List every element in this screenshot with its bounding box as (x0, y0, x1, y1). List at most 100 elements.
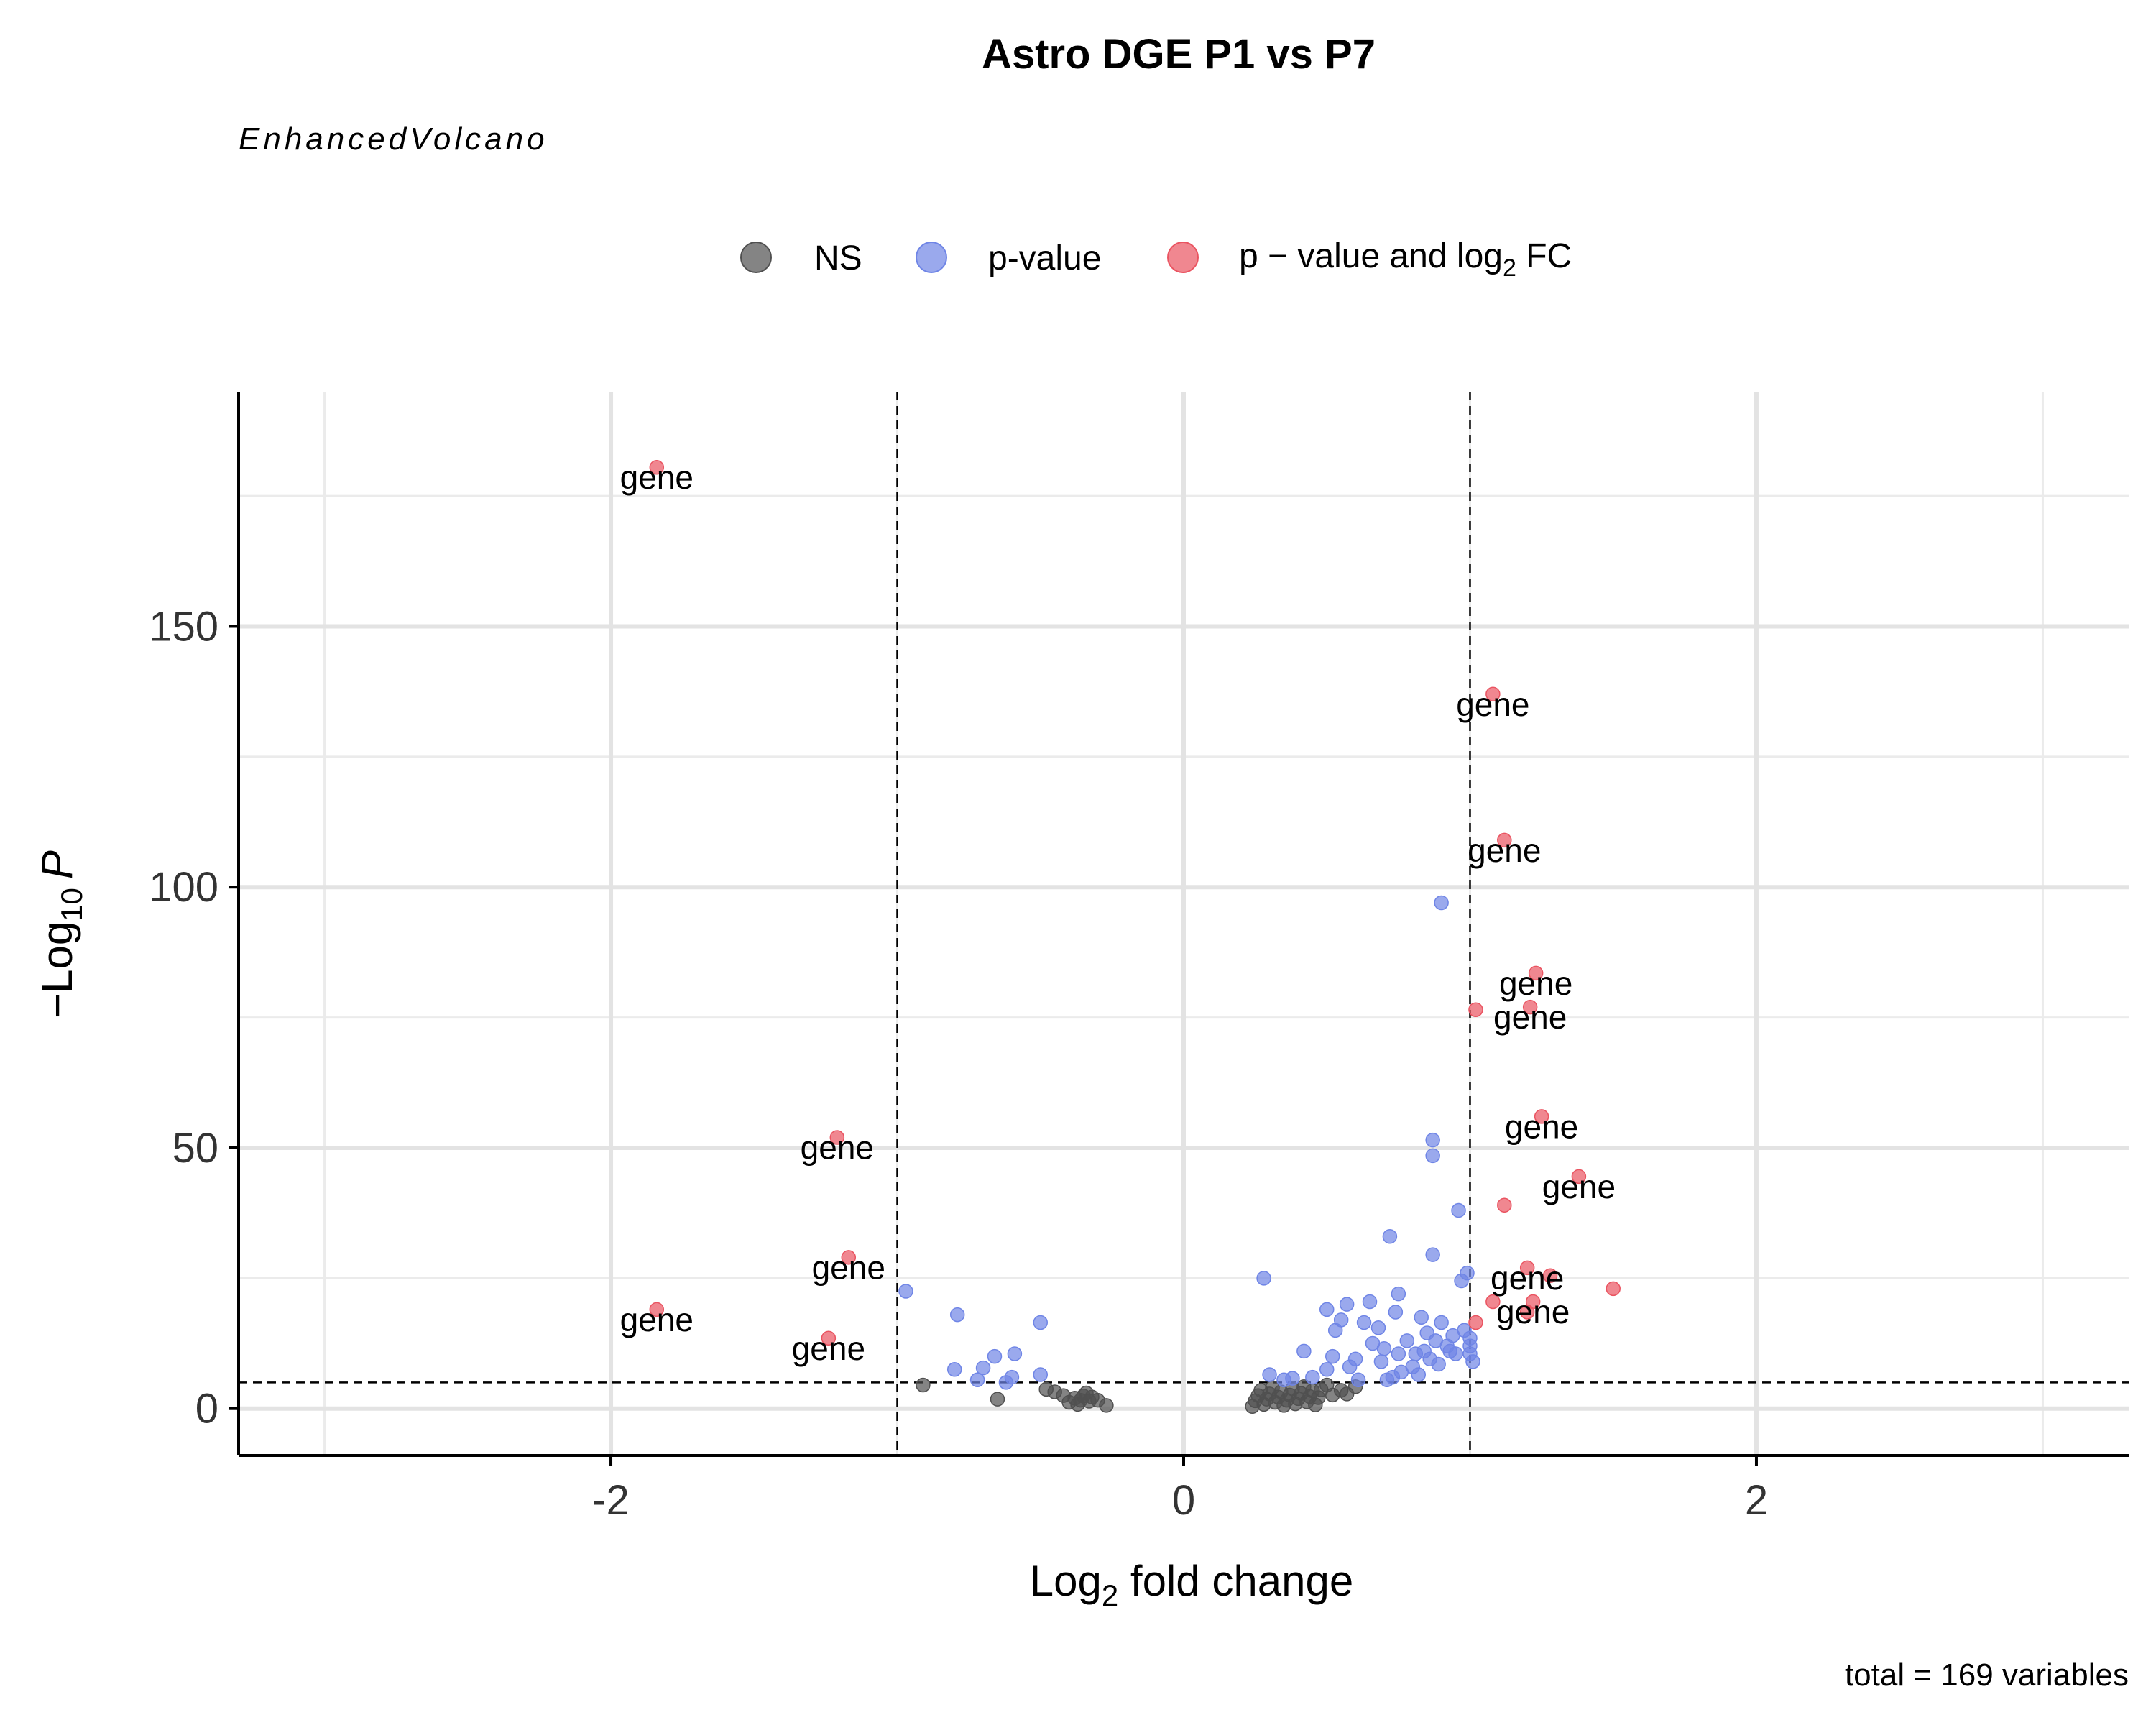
point-both (1519, 1305, 1535, 1320)
point-pvalue (987, 1348, 1003, 1364)
point-pvalue (949, 1307, 965, 1322)
y-tick-label: 150 (149, 603, 218, 650)
point-pvalue (1391, 1346, 1406, 1361)
point-pvalue (898, 1284, 913, 1299)
point-pvalue (1411, 1367, 1427, 1382)
point-pvalue (1431, 1356, 1446, 1372)
legend-label-both: p − value and log2 FC (1239, 237, 1572, 282)
point-NS (916, 1377, 931, 1393)
gene-label: gene (620, 459, 694, 496)
point-pvalue (969, 1372, 985, 1388)
gene-label: gene (1456, 686, 1529, 723)
x-tick-label: 2 (1745, 1477, 1768, 1524)
chart-title: Astro DGE P1 vs P7 (982, 31, 1376, 78)
point-both (829, 1130, 845, 1145)
gene-label: gene (1493, 998, 1567, 1036)
point-both (1542, 1268, 1558, 1283)
point-both (1534, 1109, 1549, 1124)
gene-label: gene (1499, 965, 1572, 1002)
point-pvalue (1350, 1372, 1366, 1388)
point-pvalue (1451, 1202, 1466, 1218)
point-both (1468, 1315, 1483, 1330)
point-pvalue (1305, 1369, 1320, 1385)
point-pvalue (1465, 1354, 1480, 1369)
point-pvalue (1004, 1369, 1020, 1385)
point-pvalue (1442, 1343, 1457, 1359)
point-pvalue (1033, 1315, 1049, 1330)
caption: total = 169 variables (1845, 1657, 2129, 1693)
chart-subtitle: EnhancedVolcano (239, 121, 548, 157)
point-pvalue (1348, 1351, 1363, 1367)
gene-label: gene (792, 1330, 865, 1367)
point-pvalue (1007, 1346, 1023, 1361)
point-pvalue (1285, 1371, 1300, 1386)
point-pvalue (1296, 1343, 1312, 1359)
y-axis-title: −Log10P (33, 850, 88, 1018)
legend-key-both (1167, 242, 1199, 273)
gene-label: gene (801, 1128, 874, 1166)
point-pvalue (1033, 1367, 1049, 1382)
point-both (1485, 1294, 1501, 1310)
point-pvalue (1325, 1348, 1340, 1364)
gene-label: gene (1496, 1293, 1570, 1330)
point-pvalue (1434, 1315, 1449, 1330)
point-pvalue (1373, 1354, 1389, 1369)
gene-label: gene (620, 1301, 694, 1338)
legend-key-NS (740, 242, 772, 273)
point-both (841, 1250, 857, 1265)
point-both (1519, 1260, 1535, 1276)
point-both (1497, 832, 1512, 848)
point-NS (990, 1392, 1005, 1407)
point-pvalue (975, 1360, 991, 1376)
point-pvalue (1370, 1320, 1386, 1335)
point-both (649, 459, 665, 475)
point-pvalue (1425, 1148, 1440, 1164)
gene-label: gene (812, 1248, 885, 1286)
point-pvalue (1319, 1302, 1335, 1317)
point-pvalue (1333, 1312, 1349, 1328)
grid (239, 392, 2129, 1455)
point-pvalue (946, 1362, 962, 1377)
point-pvalue (1319, 1362, 1335, 1377)
point-pvalue (1356, 1315, 1372, 1330)
point-both (1522, 999, 1538, 1015)
point-pvalue (1382, 1229, 1398, 1244)
x-tick-label: 0 (1172, 1477, 1195, 1524)
point-pvalue (1388, 1305, 1404, 1320)
y-tick-label: 100 (149, 864, 218, 911)
point-pvalue (1262, 1367, 1277, 1382)
point-pvalue (1256, 1271, 1271, 1286)
data-points (649, 459, 1621, 1414)
point-both (821, 1330, 837, 1346)
point-pvalue (1362, 1294, 1378, 1310)
point-pvalue (1414, 1310, 1429, 1325)
legend-label-ns: NS (814, 239, 862, 277)
point-pvalue (1462, 1330, 1478, 1346)
x-axis-title: Log2 fold change (1030, 1557, 1353, 1612)
point-NS (1099, 1398, 1114, 1413)
gene-label: gene (1542, 1168, 1616, 1205)
point-pvalue (1434, 895, 1449, 911)
x-tick-label: -2 (592, 1477, 630, 1524)
point-pvalue (1376, 1341, 1392, 1356)
point-both (1528, 965, 1544, 981)
axes: -2 0 2 0 50 100 150 (149, 392, 2129, 1524)
legend-key-pvalue (916, 242, 947, 273)
point-both (649, 1302, 665, 1317)
point-both (1468, 1002, 1483, 1017)
gene-label: gene (1491, 1259, 1564, 1297)
legend-label-pvalue: p-value (988, 239, 1101, 277)
gene-label: gene (1468, 832, 1541, 869)
point-pvalue (1339, 1297, 1355, 1312)
point-both (1497, 1197, 1512, 1213)
point-pvalue (1460, 1265, 1475, 1281)
point-pvalue (1391, 1286, 1406, 1302)
cutoff-lines (239, 392, 2129, 1455)
point-both (1571, 1169, 1587, 1184)
gene-label: gene (1505, 1108, 1578, 1145)
legend: NS p-value p − value and log2 FC (740, 237, 1572, 282)
point-both (1606, 1281, 1621, 1297)
y-tick-label: 50 (172, 1125, 218, 1172)
